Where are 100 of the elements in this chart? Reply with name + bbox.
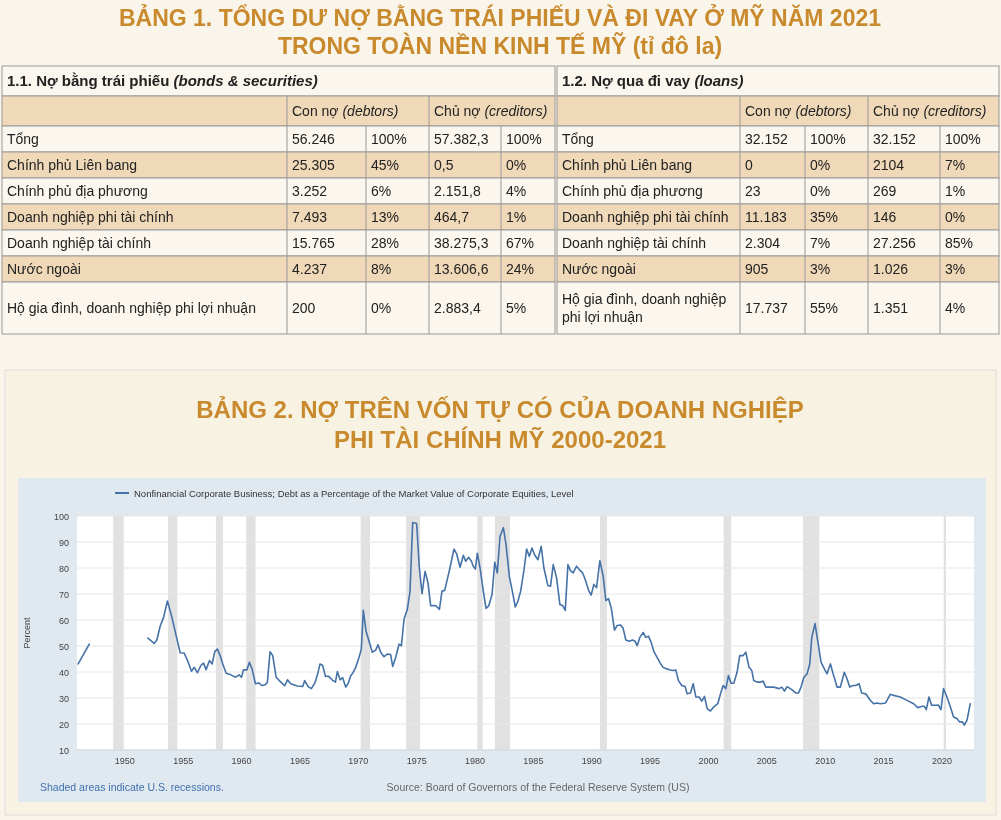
y-tick-label: 70 <box>58 590 69 600</box>
text: 0% <box>810 183 831 199</box>
x-tick-label: 1960 <box>231 756 252 766</box>
text: 23 <box>745 183 761 199</box>
category-label: Hộ gia đình, doanh nghiệp phi lợi nhuận <box>7 300 256 316</box>
text: 0 <box>745 157 753 173</box>
text: 32.152 <box>745 131 788 147</box>
text: 269 <box>873 183 897 199</box>
text: 27.256 <box>873 235 916 251</box>
category-label: Hộ gia đình, doanh nghiệp phi lợi nhuận <box>562 291 727 325</box>
text: 100% <box>945 131 981 147</box>
category-label: Nước ngoài <box>7 261 81 277</box>
text: 57.382,3 <box>434 131 489 147</box>
text: 100% <box>371 131 407 147</box>
x-tick-label: 2010 <box>815 756 836 766</box>
category-label: Tổng <box>7 131 39 147</box>
category-label: Doanh nghiệp tài chính <box>562 235 706 251</box>
text: 25.305 <box>292 157 335 173</box>
y-tick-label: 60 <box>58 616 69 626</box>
legend-label: Nonfinancial Corporate Business; Debt as a Percentage of the Market Value of Corporate Equities, Level <box>134 487 574 499</box>
text: 100% <box>506 131 542 147</box>
y-tick-label: 10 <box>58 746 69 756</box>
category-label: Chủ nợ (creditors) <box>434 103 548 119</box>
text: 1.1. Nợ bằng trái phiếu (bonds & securities) <box>7 72 318 89</box>
x-tick-label: 1980 <box>465 756 486 766</box>
x-tick-label: 2020 <box>931 756 952 766</box>
text: 0,5 <box>434 157 454 173</box>
y-tick-label: 20 <box>58 720 69 730</box>
x-tick-label: 2005 <box>756 756 777 766</box>
text: 1.2. Nợ qua đi vay (loans) <box>562 72 744 89</box>
text: 7% <box>810 235 831 251</box>
text: 85% <box>945 235 974 251</box>
x-tick-label: 1950 <box>114 756 135 766</box>
text: 3.252 <box>292 183 328 199</box>
text: 32.152 <box>873 131 916 147</box>
x-tick-label: 1970 <box>348 756 369 766</box>
y-tick-label: 80 <box>58 564 69 574</box>
text: 3% <box>945 261 966 277</box>
y-tick-label: 90 <box>58 538 69 548</box>
text: 2.883,4 <box>434 300 481 316</box>
text: 3% <box>810 261 831 277</box>
text: Shaded areas indicate U.S. recessions. <box>40 781 224 793</box>
x-tick-label: 1990 <box>581 756 602 766</box>
category-label: Chính phủ Liên bang <box>7 157 137 173</box>
text: 13.606,6 <box>434 261 489 277</box>
x-tick-label: 1955 <box>173 756 194 766</box>
text: 6% <box>371 183 392 199</box>
text: 45% <box>371 157 400 173</box>
x-tick-label: 1995 <box>640 756 661 766</box>
text: 1.026 <box>873 261 909 277</box>
text: 0% <box>945 209 966 225</box>
text: 7.493 <box>292 209 328 225</box>
category-label: Tổng <box>562 131 594 147</box>
chart-title: BẢNG 2. NỢ TRÊN VỐN TỰ CÓ CỦA DOANH NGHIỆP PHI TÀI CHÍNH MỸ 2000-2021 <box>196 395 804 453</box>
text: 905 <box>745 261 769 277</box>
text: 464,7 <box>434 209 470 225</box>
text: 0% <box>810 157 831 173</box>
text: 0% <box>371 300 392 316</box>
y-tick-label: 30 <box>58 694 69 704</box>
category-label: Doanh nghiệp tài chính <box>7 235 151 251</box>
text: BẢNG 1. TỔNG DƯ NỢ BẰNG TRÁI PHIẾU VÀ ĐI VAY Ở MỸ NĂM 2021 TRONG TOÀN NỀN KINH TẾ MỸ (tỉ đô la) <box>118 3 882 59</box>
text: 55% <box>810 300 839 316</box>
text: 4% <box>945 300 966 316</box>
text: 11.183 <box>745 209 787 225</box>
text: 67% <box>506 235 535 251</box>
text: 15.765 <box>292 235 335 251</box>
text: 2104 <box>873 157 905 173</box>
text: 5% <box>506 300 527 316</box>
category-label: Con nợ (debtors) <box>292 103 399 119</box>
x-tick-label: 1965 <box>289 756 310 766</box>
text: 28% <box>371 235 400 251</box>
category-label: Doanh nghiệp phi tài chính <box>562 209 729 225</box>
category-label: Chủ nợ (creditors) <box>873 103 987 119</box>
text: 8% <box>371 261 392 277</box>
text: 13% <box>371 209 400 225</box>
text: 200 <box>292 300 316 316</box>
y-tick-label: 100 <box>53 512 69 522</box>
text: 38.275,3 <box>434 235 489 251</box>
text: 0% <box>506 157 527 173</box>
x-tick-label: 2015 <box>873 756 894 766</box>
text: 17.737 <box>745 300 788 316</box>
category-label: Chính phủ địa phương <box>562 183 703 199</box>
text: 2.304 <box>745 235 781 251</box>
text: 1.351 <box>873 300 909 316</box>
category-label: Chính phủ địa phương <box>7 183 148 199</box>
y-tick-label: 50 <box>58 642 69 652</box>
category-label: Nước ngoài <box>562 261 636 277</box>
category-label: Chính phủ Liên bang <box>562 157 692 173</box>
y-tick-label: 40 <box>58 668 69 678</box>
text: 1% <box>945 183 966 199</box>
x-tick-label: 1985 <box>523 756 544 766</box>
text: 100% <box>810 131 846 147</box>
text: 24% <box>506 261 535 277</box>
text: 4.237 <box>292 261 328 277</box>
x-tick-label: 1975 <box>406 756 427 766</box>
text: 7% <box>945 157 966 173</box>
text: 2.151,8 <box>434 183 481 199</box>
text: 4% <box>506 183 527 199</box>
category-label: Doanh nghiệp phi tài chính <box>7 209 174 225</box>
text: 35% <box>810 209 839 225</box>
